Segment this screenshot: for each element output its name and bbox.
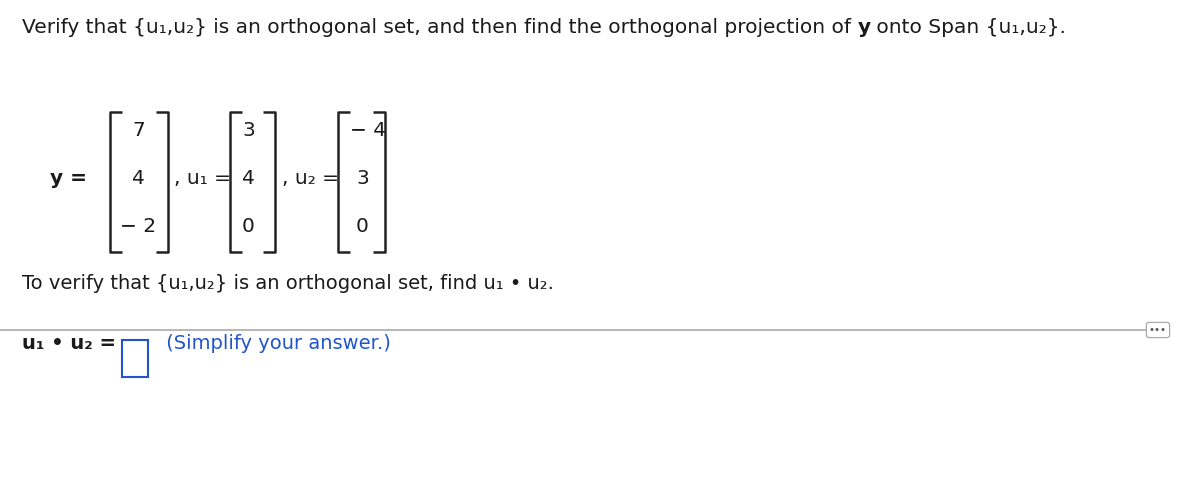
- Text: (Simplify your answer.): (Simplify your answer.): [161, 334, 391, 353]
- Text: •••: •••: [1150, 325, 1166, 335]
- Text: u₁ • u₂ =: u₁ • u₂ =: [22, 334, 116, 353]
- Text: To verify that {u₁,u₂} is an orthogonal set, find u₁ • u₂.: To verify that {u₁,u₂} is an orthogonal …: [22, 274, 554, 293]
- Text: − 2: − 2: [120, 217, 156, 236]
- Text: y =: y =: [50, 169, 88, 188]
- Text: , u₂ =: , u₂ =: [282, 169, 340, 188]
- Text: 7: 7: [132, 121, 145, 140]
- Text: Verify that {u₁,u₂} is an orthogonal set, and then find the orthogonal projectio: Verify that {u₁,u₂} is an orthogonal set…: [22, 18, 857, 37]
- Text: 3: 3: [242, 121, 254, 140]
- Text: 4: 4: [242, 169, 254, 188]
- Text: 0: 0: [356, 217, 368, 236]
- Text: − 4: − 4: [350, 121, 386, 140]
- Text: 4: 4: [132, 169, 145, 188]
- Text: onto Span {u₁,u₂}.: onto Span {u₁,u₂}.: [870, 18, 1067, 37]
- Text: y: y: [857, 18, 870, 37]
- Text: , u₁ =: , u₁ =: [174, 169, 230, 188]
- Text: 3: 3: [356, 169, 368, 188]
- Text: 0: 0: [242, 217, 254, 236]
